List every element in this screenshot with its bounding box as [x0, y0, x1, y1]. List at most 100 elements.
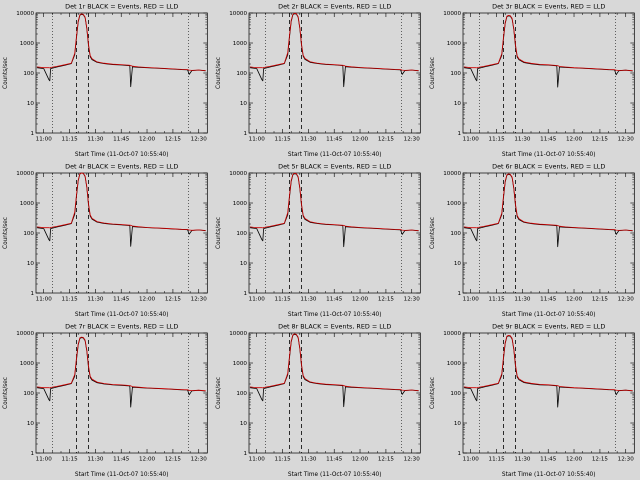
plot-frame	[462, 172, 635, 294]
x-tick-label: 11:45	[326, 457, 343, 463]
y-tick-label: 1000	[446, 41, 461, 47]
y-tick-label: 10	[240, 101, 248, 107]
x-tick-label: 11:45	[113, 297, 130, 303]
x-axis-label: Start Time (11-Oct-07 10:55:40)	[288, 152, 382, 158]
y-tick-label: 10000	[16, 171, 34, 177]
x-tick-label: 12:30	[404, 297, 421, 303]
x-tick-label: 11:45	[326, 137, 343, 143]
plot: 11:00 11:15 11:30 11:45 12:00 12:15 12:30 1 10 10…	[430, 3, 635, 158]
x-tick-label: 11:00	[36, 297, 53, 303]
plot-frame	[248, 172, 422, 294]
y-tick-label: 100	[237, 71, 248, 77]
x-tick-label: 11:00	[462, 137, 479, 143]
x-tick-label: 12:30	[617, 457, 634, 463]
y-tick-label: 10	[454, 421, 462, 427]
y-tick-label: 100	[237, 391, 248, 397]
plot-frame	[462, 12, 635, 134]
x-axis-label: Start Time (11-Oct-07 10:55:40)	[288, 312, 382, 318]
y-tick-label: 1	[30, 451, 34, 457]
plot: 11:00 11:15 11:30 11:45 12:00 12:15 12:30 1 10 10…	[216, 3, 422, 158]
y-axis-label: Counts/sec	[216, 217, 222, 249]
plot-title: Det 8r BLACK = Events, RED = LLD	[278, 323, 391, 331]
y-tick-label: 10	[240, 421, 248, 427]
y-tick-label: 1000	[233, 201, 248, 207]
x-tick-label: 11:15	[62, 297, 79, 303]
chart-panel: 11:00 11:15 11:30 11:45 12:00 12:15 12:30 1 10 10…	[213, 160, 426, 320]
y-tick-label: 100	[23, 231, 34, 237]
x-tick-label: 11:45	[540, 457, 557, 463]
y-axis-label: Counts/sec	[3, 377, 9, 409]
events-line	[250, 13, 419, 88]
x-tick-label: 11:00	[36, 457, 53, 463]
x-tick-label: 12:00	[566, 457, 583, 463]
events-line	[250, 334, 419, 408]
events-line	[463, 15, 633, 88]
y-tick-label: 1000	[20, 41, 35, 47]
chart-panel: 11:00 11:15 11:30 11:45 12:00 12:15 12:30 1 10 10…	[427, 160, 640, 320]
x-tick-label: 11:30	[87, 457, 104, 463]
y-tick-label: 10000	[16, 11, 34, 17]
lld-line	[250, 333, 419, 392]
lld-line	[463, 173, 633, 232]
y-axis-label: Counts/sec	[3, 57, 9, 89]
y-tick-label: 100	[237, 231, 248, 237]
x-tick-label: 12:30	[617, 137, 634, 143]
plot: 11:00 11:15 11:30 11:45 12:00 12:15 12:30 1 10 10…	[216, 163, 422, 318]
y-tick-label: 1000	[20, 361, 35, 367]
x-tick-label: 11:45	[326, 297, 343, 303]
y-tick-label: 100	[450, 71, 461, 77]
x-tick-label: 11:30	[87, 137, 104, 143]
x-tick-label: 12:15	[165, 297, 182, 303]
plot-title: Det 5r BLACK = Events, RED = LLD	[278, 163, 391, 171]
x-tick-label: 12:15	[592, 137, 609, 143]
y-tick-label: 10000	[443, 331, 461, 337]
x-tick-label: 11:30	[87, 297, 104, 303]
y-tick-label: 1	[244, 131, 248, 137]
x-tick-label: 12:15	[165, 137, 182, 143]
x-tick-label: 11:30	[301, 297, 318, 303]
chart-panel: 11:00 11:15 11:30 11:45 12:00 12:15 12:30 1 10 10…	[213, 320, 426, 480]
x-tick-label: 11:15	[488, 457, 505, 463]
x-tick-label: 11:00	[249, 137, 266, 143]
x-tick-label: 11:15	[62, 137, 79, 143]
lld-line	[36, 13, 206, 72]
x-tick-label: 11:30	[514, 137, 531, 143]
plot: 11:00 11:15 11:30 11:45 12:00 12:15 12:30 1 10 10…	[430, 163, 635, 318]
y-axis-label: Counts/sec	[216, 377, 222, 409]
x-tick-label: 12:30	[191, 137, 208, 143]
plot: 11:00 11:15 11:30 11:45 12:00 12:15 12:30 1 10 10…	[3, 163, 208, 318]
x-tick-label: 11:15	[488, 137, 505, 143]
plot-frame	[35, 172, 208, 294]
y-tick-label: 1000	[233, 41, 248, 47]
y-tick-label: 10	[454, 101, 462, 107]
x-tick-label: 12:00	[139, 297, 156, 303]
x-tick-label: 11:45	[113, 137, 130, 143]
plot-frame	[35, 12, 208, 134]
y-tick-label: 10	[240, 261, 248, 267]
y-tick-label: 10	[27, 101, 35, 107]
x-tick-label: 12:15	[378, 457, 395, 463]
x-tick-label: 11:15	[275, 297, 292, 303]
x-tick-label: 12:15	[165, 457, 182, 463]
chart-panel: 11:00 11:15 11:30 11:45 12:00 12:15 12:30 1 10 10…	[0, 160, 213, 320]
plot-title: Det 7r BLACK = Events, RED = LLD	[65, 323, 178, 331]
y-tick-label: 10000	[230, 171, 248, 177]
y-tick-label: 1	[457, 451, 461, 457]
x-tick-label: 11:00	[249, 297, 266, 303]
y-tick-label: 1	[244, 291, 248, 297]
x-axis-label: Start Time (11-Oct-07 10:55:40)	[75, 472, 169, 478]
y-tick-label: 100	[450, 391, 461, 397]
x-tick-label: 12:15	[378, 137, 395, 143]
y-tick-label: 1	[30, 131, 34, 137]
x-tick-label: 12:15	[592, 457, 609, 463]
x-tick-label: 12:30	[404, 457, 421, 463]
x-axis-label: Start Time (11-Oct-07 10:55:40)	[288, 472, 382, 478]
y-tick-label: 10000	[443, 171, 461, 177]
x-tick-label: 11:45	[113, 457, 130, 463]
x-tick-label: 12:00	[566, 297, 583, 303]
y-tick-label: 10	[27, 421, 35, 427]
events-line	[36, 172, 206, 247]
plot: 11:00 11:15 11:30 11:45 12:00 12:15 12:30 1 10 10…	[430, 323, 635, 478]
x-tick-label: 11:15	[62, 457, 79, 463]
